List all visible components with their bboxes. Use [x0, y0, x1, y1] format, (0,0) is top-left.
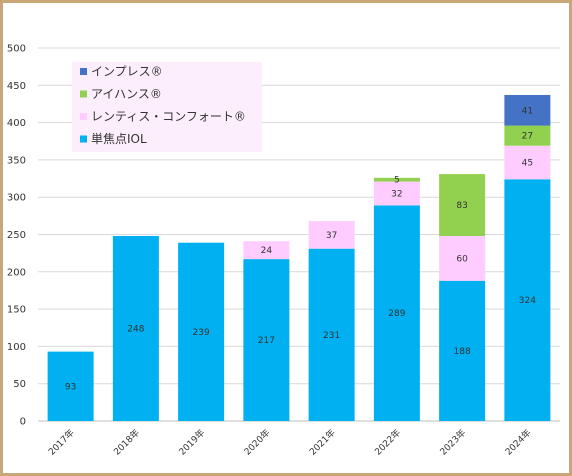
x-tick-label: 2019年 — [176, 427, 207, 458]
bar-segment — [504, 179, 551, 421]
legend-entry: レンティス・コンフォート® — [91, 110, 246, 124]
data-label: 5 — [394, 176, 400, 186]
data-label: 41 — [522, 106, 533, 116]
legend-swatch — [80, 135, 87, 143]
bar-segment — [373, 181, 420, 206]
data-labels: 93 248 239 217 24 231 37 289 32 5 188 60 83 324 45 27 41 — [65, 106, 536, 392]
data-label: 231 — [323, 331, 340, 341]
legend-entry: 単焦点IOL — [91, 132, 147, 146]
bar-segment — [243, 259, 290, 421]
bar-segment — [504, 145, 551, 180]
y-tick-label: 50 — [13, 379, 26, 390]
data-label: 32 — [391, 189, 402, 199]
data-label: 27 — [522, 132, 533, 142]
data-label: 24 — [261, 246, 273, 256]
x-axis: 2017年 2018年 2019年 2020年 2021年 2022年 2023年 2024年 — [46, 427, 534, 458]
bar-segment — [439, 235, 486, 281]
bar-segment — [373, 205, 420, 421]
bar-segment — [308, 248, 355, 421]
y-tick-label: 500 — [7, 44, 26, 55]
bar-segment — [178, 242, 225, 421]
bar-segment — [243, 241, 290, 260]
bar-segment — [504, 125, 551, 146]
bar-segment — [504, 94, 551, 126]
y-tick-label: 450 — [7, 81, 26, 92]
x-tick-label: 2021年 — [307, 427, 338, 458]
data-label: 324 — [519, 296, 536, 306]
x-tick-label: 2024年 — [502, 427, 533, 458]
data-label: 217 — [258, 336, 275, 346]
legend: インプレス® アイハンス® レンティス・コンフォート® 単焦点IOL — [72, 62, 262, 152]
data-label: 60 — [456, 254, 468, 264]
bars — [47, 94, 551, 421]
bar-segment — [439, 174, 486, 236]
bar-segment — [308, 221, 355, 249]
x-tick-label: 2020年 — [241, 427, 272, 458]
x-tick-label: 2022年 — [372, 427, 403, 458]
bar-segment — [439, 280, 486, 421]
data-label: 45 — [522, 159, 533, 169]
bar-segment — [373, 177, 420, 182]
y-tick-label: 150 — [7, 305, 26, 316]
y-axis: 0 50 100 150 200 250 300 350 400 450 500 — [7, 44, 26, 428]
y-tick-label: 100 — [7, 342, 26, 353]
data-label: 37 — [326, 231, 337, 241]
y-tick-label: 300 — [7, 193, 26, 204]
y-tick-label: 200 — [7, 267, 26, 278]
y-tick-label: 0 — [20, 417, 26, 428]
data-label: 248 — [127, 324, 144, 334]
legend-swatch — [80, 68, 87, 75]
x-tick-label: 2023年 — [437, 427, 468, 458]
x-tick-label: 2018年 — [111, 427, 142, 458]
legend-entry: インプレス® — [91, 65, 163, 79]
x-tick-label: 2017年 — [46, 427, 77, 458]
y-tick-label: 350 — [7, 155, 26, 166]
data-label: 239 — [193, 328, 210, 338]
legend-swatch — [80, 90, 87, 98]
data-label: 93 — [65, 382, 76, 392]
legend-swatch — [80, 113, 87, 120]
bar-segment — [112, 235, 159, 421]
data-label: 83 — [456, 201, 467, 211]
y-tick-label: 250 — [7, 230, 26, 241]
legend-entry: アイハンス® — [91, 87, 162, 101]
bar-segment — [47, 351, 94, 421]
y-tick-label: 400 — [7, 118, 26, 129]
legend-background — [72, 62, 262, 152]
data-label: 188 — [454, 347, 471, 357]
data-label: 289 — [388, 309, 405, 319]
